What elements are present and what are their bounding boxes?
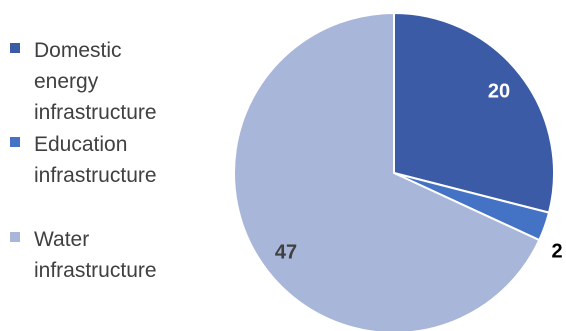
pie-data-label: 47 [275,241,297,263]
pie-data-label: 20 [488,80,510,102]
pie-data-label: 2 [551,240,562,262]
